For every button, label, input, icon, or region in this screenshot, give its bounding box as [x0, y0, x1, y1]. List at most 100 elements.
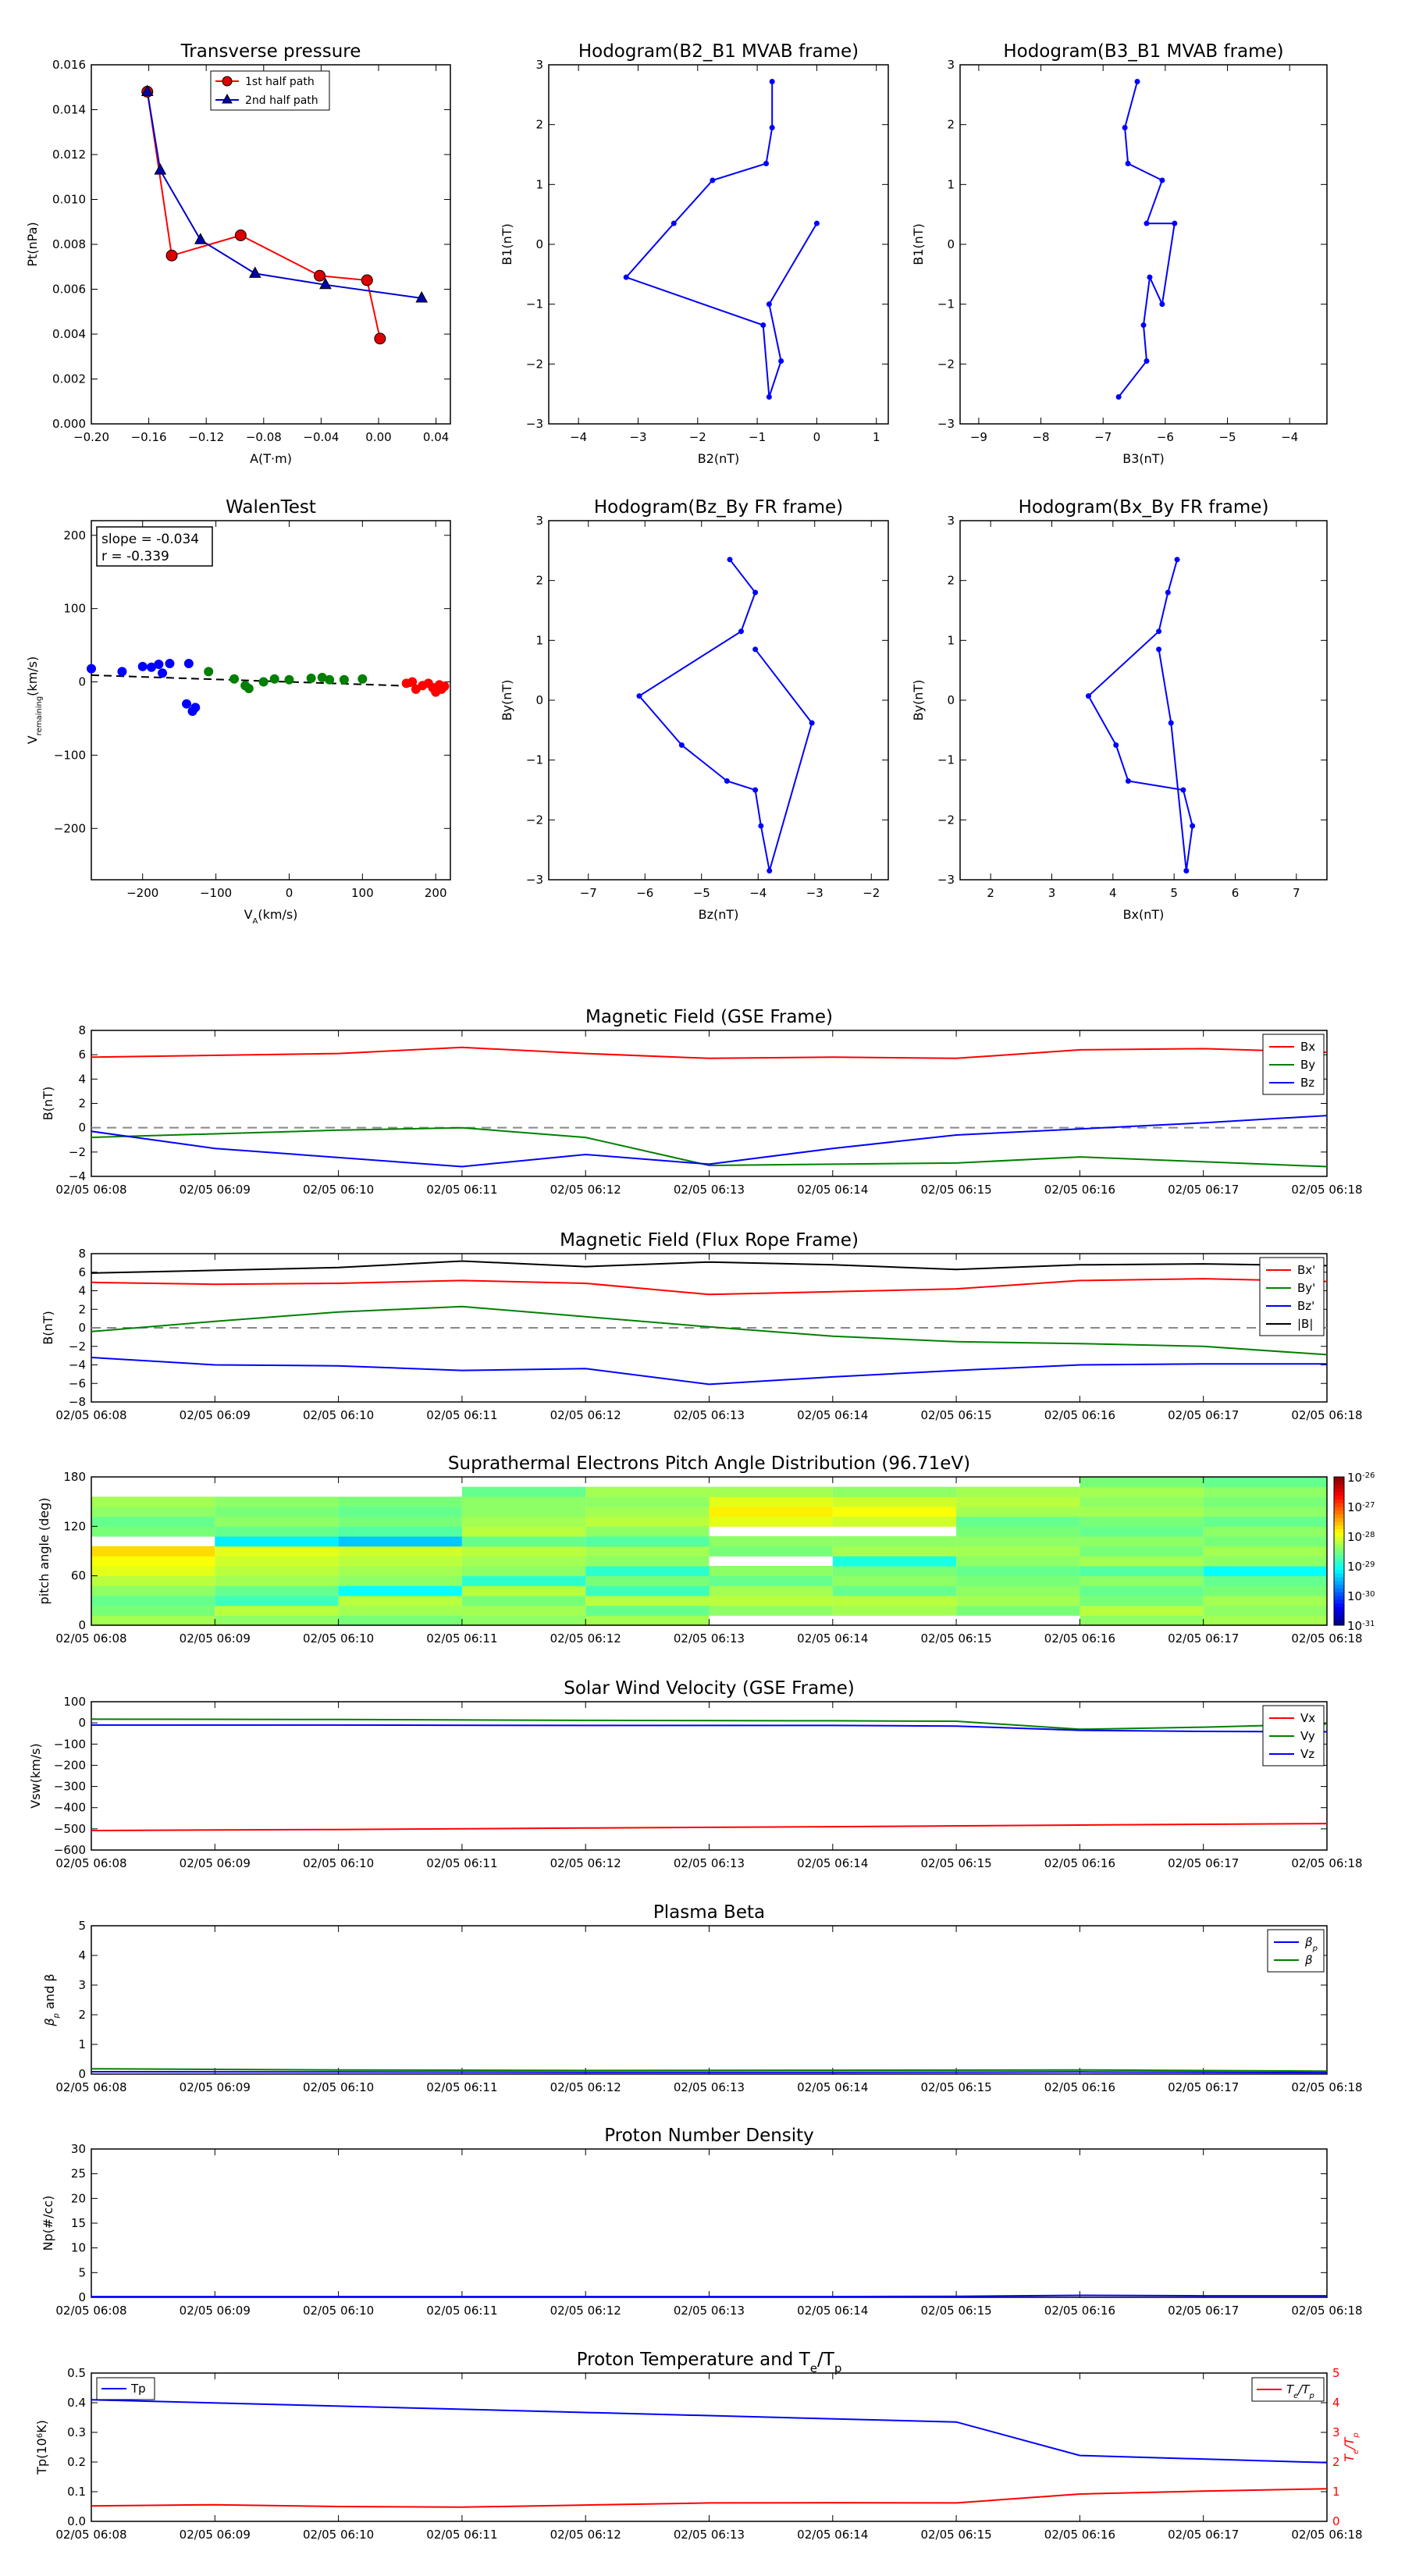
data-point [1172, 220, 1178, 226]
data-point [678, 742, 685, 748]
x-tick-label: 02/05 06:15 [920, 1408, 991, 1422]
heatmap-cell [91, 1615, 215, 1626]
heatmap-cell [832, 1546, 957, 1557]
colorbar-cell [1334, 1521, 1344, 1526]
heatmap-cell [709, 1496, 833, 1507]
x-tick-label: 02/05 06:08 [55, 2080, 126, 2094]
heatmap-cell [585, 1516, 710, 1527]
heatmap-cell [1080, 1536, 1204, 1547]
y-tick-label: 30 [71, 2142, 86, 2156]
x-tick-label: 02/05 06:17 [1168, 2080, 1239, 2094]
heatmap-cell [832, 1516, 957, 1527]
chart-title-part: e [810, 2361, 817, 2375]
y-tick-label: 3 [535, 514, 543, 528]
heatmap-cell [338, 1526, 462, 1537]
y2-axis-label-part: p [1352, 2432, 1361, 2438]
heatmap-cell [338, 1556, 462, 1567]
heatmap-cell [956, 1596, 1080, 1606]
x-tick-label: 02/05 06:09 [180, 2304, 251, 2318]
heatmap-cell [461, 1546, 586, 1557]
colorbar-cell [1334, 1499, 1344, 1503]
heatmap-cell [1203, 1536, 1327, 1547]
axes-frame [91, 1030, 1328, 1177]
y-tick-label: 1 [78, 2037, 86, 2051]
x-tick-label: 02/05 06:09 [180, 2080, 251, 2094]
y-tick-label: −3 [937, 417, 955, 431]
colorbar-tick-label-part: 10 [1347, 1471, 1362, 1485]
data-point [87, 664, 96, 674]
colorbar-cell [1334, 1581, 1344, 1585]
heatmap-cell [585, 1526, 710, 1537]
y-tick-label: −2 [937, 813, 955, 827]
data-point [1147, 274, 1153, 280]
heatmap-cell [709, 1516, 833, 1527]
y-tick-label: 0.002 [52, 372, 86, 386]
y-axis-label-part: 6 [36, 2433, 44, 2438]
legend-marker [222, 93, 233, 104]
x-tick-label: −1 [749, 430, 766, 444]
x-tick-label: 0 [813, 430, 821, 444]
y-axis-label: B1(nT) [500, 223, 514, 265]
heatmap-cell [1080, 1486, 1204, 1497]
y-tick-label: −400 [54, 1801, 86, 1815]
data-point [361, 274, 373, 286]
x-tick-label: 02/05 06:09 [180, 1408, 251, 1422]
chart-mag_gse: Magnetic Field (GSE Frame) 02/05 06:08 02/… [41, 1007, 1363, 1197]
colorbar-cell [1334, 1610, 1344, 1615]
heatmap-cell [1203, 1596, 1327, 1606]
x-tick-label: −3 [629, 430, 646, 444]
y2-axis-label-part: T [1342, 2453, 1357, 2462]
y-tick-label: 0 [947, 237, 955, 251]
data-point [1125, 778, 1131, 784]
heatmap-cell [1203, 1496, 1327, 1507]
data-point [758, 823, 764, 829]
heatmap-cell [461, 1585, 586, 1596]
colorbar-cell [1334, 1480, 1344, 1485]
legend-label: β [1304, 1953, 1313, 1967]
x-tick-label: 2 [987, 886, 994, 900]
legend-label: Te/Tp [1286, 2382, 1314, 2400]
annotation-box [96, 526, 213, 567]
chart-title: Hodogram(Bx_By FR frame) [1019, 497, 1269, 518]
legend-label: By' [1297, 1281, 1315, 1295]
y-tick-label: 200 [63, 528, 86, 543]
chart-title: Magnetic Field (GSE Frame) [585, 1007, 833, 1027]
x-tick-label: 02/05 06:18 [1291, 1856, 1362, 1870]
axes-frame [91, 1925, 1328, 2075]
heatmap-cell [215, 1596, 339, 1606]
data-point [724, 778, 730, 784]
data-point [439, 681, 450, 692]
axes-frame [91, 520, 451, 881]
x-tick-label: −9 [970, 430, 987, 444]
x-tick-label: 02/05 06:12 [550, 1408, 621, 1422]
y-tick-label: −4 [69, 1358, 86, 1372]
colorbar-tick-label-part: 10 [1347, 1619, 1362, 1633]
legend: Te/Tp [1251, 2377, 1325, 2402]
heatmap-cell [1203, 1585, 1327, 1596]
heatmap-cell [585, 1486, 710, 1497]
legend-label-part: e [1293, 2392, 1298, 2400]
legend-marker [222, 76, 233, 87]
colorbar-tick-label-part: 10 [1347, 1530, 1362, 1544]
y-tick-label: 0.008 [52, 237, 86, 251]
x-tick-label: −7 [580, 886, 597, 900]
heatmap-cell [215, 1536, 339, 1547]
colorbar-cell [1334, 1539, 1344, 1544]
y-tick-label: 0.1 [67, 2485, 86, 2499]
colorbar-cell [1334, 1514, 1344, 1518]
data-point [766, 301, 772, 308]
x-tick-label: 02/05 06:13 [674, 2304, 745, 2318]
data-point [140, 84, 154, 96]
heatmap-cell [91, 1507, 215, 1517]
legend-label: Vx [1300, 1711, 1315, 1725]
x-tick-label: 02/05 06:15 [920, 2528, 991, 2542]
data-point [1156, 646, 1162, 653]
series-line [91, 2399, 1328, 2464]
data-point [1125, 161, 1131, 166]
data-point [766, 394, 772, 400]
heatmap-cell [709, 1566, 833, 1577]
y-tick-label: 10 [71, 2241, 86, 2255]
data-point [727, 557, 733, 563]
x-tick-label: 1 [873, 430, 880, 444]
y-tick-label: 2 [78, 2008, 86, 2022]
